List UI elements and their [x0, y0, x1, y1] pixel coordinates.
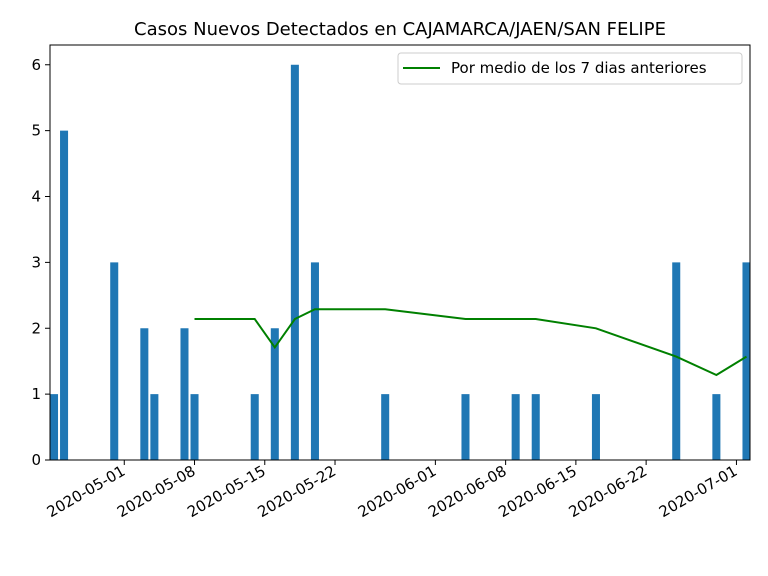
bar: [60, 130, 69, 460]
plot-frame: [49, 44, 751, 461]
x-tick-label: 2020-06-15: [495, 462, 580, 521]
bar: [270, 328, 279, 460]
bar: [381, 394, 390, 460]
bar: [531, 394, 540, 460]
x-tick-label: 2020-06-08: [425, 462, 510, 521]
y-tick-label: 3: [31, 253, 41, 271]
line-layer: [194, 308, 748, 377]
x-tick-label: 2020-06-01: [355, 462, 440, 521]
y-tick-label: 6: [31, 56, 41, 74]
axes-layer: 01234562020-05-012020-05-082020-05-15202…: [31, 44, 751, 521]
bar: [742, 262, 751, 460]
x-tick-label: 2020-05-01: [44, 462, 129, 521]
x-tick-label: 2020-05-08: [114, 462, 199, 521]
legend-label: Por medio de los 7 dias anteriores: [451, 59, 707, 77]
y-tick-label: 2: [31, 319, 41, 337]
bar: [290, 64, 299, 460]
bar: [461, 394, 470, 460]
bar: [140, 328, 149, 460]
bar: [591, 394, 600, 460]
legend: Por medio de los 7 dias anteriores: [397, 52, 743, 85]
bar: [180, 328, 189, 460]
bar: [190, 394, 199, 460]
bar: [712, 394, 721, 460]
y-tick-label: 5: [31, 122, 41, 140]
bars-layer: [50, 64, 751, 460]
moving-average-line: [194, 308, 748, 377]
bar: [672, 262, 681, 460]
bar: [511, 394, 520, 460]
x-tick-label: 2020-07-01: [656, 462, 741, 521]
bar: [150, 394, 159, 460]
bar: [110, 262, 119, 460]
bar: [310, 262, 319, 460]
chart-title: Casos Nuevos Detectados en CAJAMARCA/JAE…: [134, 19, 666, 40]
x-tick-label: 2020-05-15: [184, 462, 269, 521]
bar: [50, 394, 59, 460]
legend-box: [397, 52, 743, 85]
bar: [250, 394, 259, 460]
x-tick-label: 2020-06-22: [566, 462, 651, 521]
y-tick-label: 1: [31, 385, 41, 403]
y-tick-label: 0: [31, 451, 41, 469]
y-tick-label: 4: [31, 188, 41, 206]
x-tick-label: 2020-05-22: [255, 462, 340, 521]
